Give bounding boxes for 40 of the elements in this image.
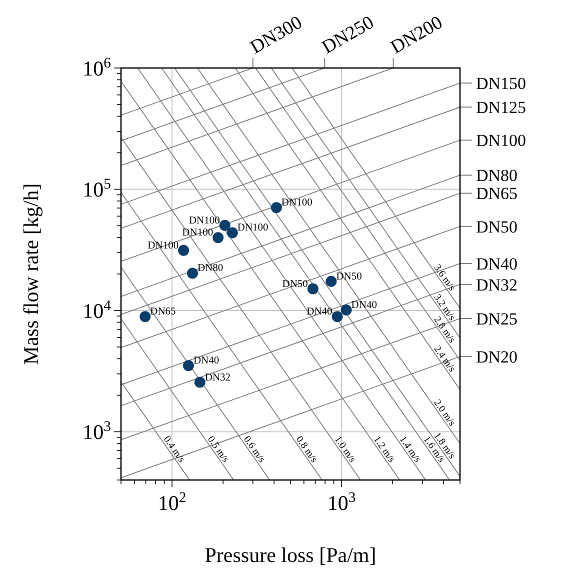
annotation: DN80 (197, 263, 224, 274)
annotation: DN100 (148, 240, 179, 252)
legend-label: DN50 (476, 217, 518, 236)
annotation: DN50 (336, 271, 362, 282)
annotation: DN40 (351, 300, 377, 311)
annotation: DN100 (188, 215, 220, 226)
text: 0.5 m/s (204, 434, 231, 465)
legend-label: DN40 (476, 254, 518, 274)
text: 1.0 m/s (332, 434, 358, 465)
y-tick-label: 10$^{4}$ (82, 298, 112, 323)
x-axis-title: Pressure loss [Pa/m] (204, 543, 376, 567)
annotation: DN32 (204, 372, 231, 384)
text: 1.4 m/s (396, 434, 423, 465)
legend-label: DN80 (476, 166, 518, 186)
annotation: DN40 (193, 356, 220, 367)
y-tick-label: 10$^{6}$ (82, 55, 111, 80)
y-axis-title: Mass flow rate [kg/h] (19, 183, 43, 365)
legend-label: DN25 (476, 309, 518, 328)
legend-label: DN150 (476, 74, 526, 94)
y-tick-label: 10$^{3}$ (82, 419, 111, 444)
legend-label: DN125 (476, 98, 526, 118)
annotation: DN65 (150, 306, 176, 318)
legend-label: DN65 (476, 184, 518, 204)
text: 1.2 m/s (370, 434, 397, 465)
legend-label: DN100 (476, 131, 526, 150)
text: 0.8 m/s (293, 434, 320, 465)
text: 0.6 m/s (240, 434, 267, 465)
legend-label: DN20 (476, 348, 518, 367)
text: 2.0 m/s (431, 398, 458, 428)
annotation: DN100 (182, 228, 214, 239)
legend-label: DN32 (476, 275, 518, 294)
text: 2.4 m/s (431, 344, 458, 374)
y-tick-label: 10$^{5}$ (82, 176, 111, 202)
text: 0.4 m/s (160, 434, 187, 465)
annotation: DN100 (237, 222, 268, 234)
annotation: DN100 (281, 198, 312, 209)
text: 3.6 m/s (431, 262, 458, 294)
annotation: DN50 (282, 278, 308, 290)
annotation: DN40 (306, 306, 332, 318)
x-tick-label: 10$^{2}$ (158, 490, 186, 515)
